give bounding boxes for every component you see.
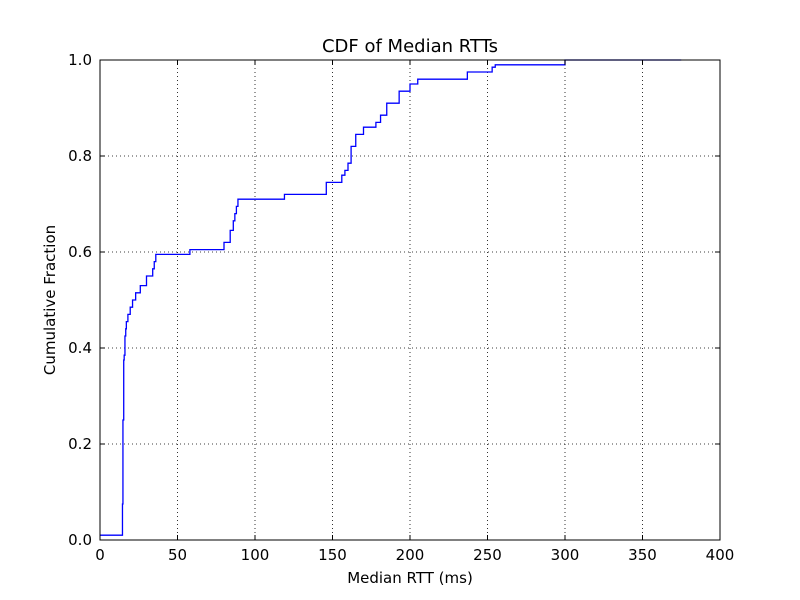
y-tick-label: 0.8 <box>68 147 92 165</box>
y-tick-label: 0.4 <box>68 339 92 357</box>
y-tick-label: 0.6 <box>68 243 92 261</box>
y-axis-label: Cumulative Fraction <box>41 225 59 375</box>
x-tick-label: 200 <box>396 546 425 564</box>
series-layer <box>100 59 682 536</box>
x-axis-label: Median RTT (ms) <box>347 569 473 587</box>
y-tick-label: 1.0 <box>68 51 92 69</box>
y-tick-label: 0.0 <box>68 531 92 549</box>
x-tick-label: 50 <box>168 546 187 564</box>
x-tick-label: 100 <box>241 546 270 564</box>
grid <box>100 60 720 540</box>
x-tick-label: 300 <box>551 546 580 564</box>
x-tick-label: 350 <box>628 546 657 564</box>
x-tick-label: 150 <box>318 546 347 564</box>
chart-title: CDF of Median RTTs <box>322 36 498 57</box>
cdf-step-line <box>100 59 682 536</box>
x-tick-label: 400 <box>706 546 735 564</box>
x-tick-label: 250 <box>473 546 502 564</box>
x-tick-label: 0 <box>95 546 105 564</box>
ticks: 0 50 100 150 200 250 300 350 400 0.0 0.2 0.4 0.6 0.8 1… <box>68 51 734 564</box>
y-tick-label: 0.2 <box>68 435 92 453</box>
